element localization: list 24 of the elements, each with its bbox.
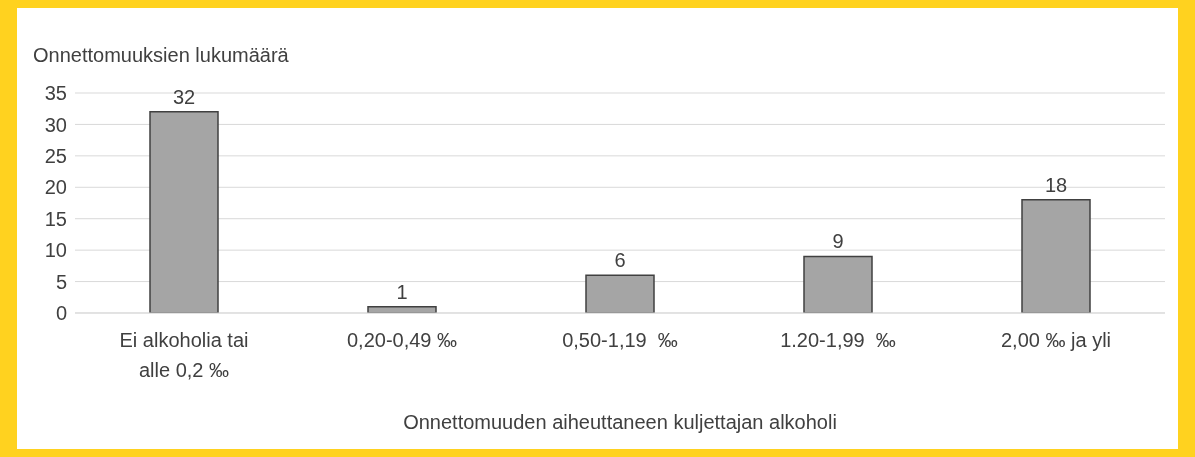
y-tick-label: 30 — [44, 113, 67, 136]
data-label: 6 — [614, 249, 626, 272]
chart-title: Onnettomuuksien lukumäärä — [33, 44, 289, 67]
bar — [149, 111, 219, 313]
x-axis-title: Onnettomuuden aiheuttaneen kuljettajan alkoholi — [403, 411, 837, 433]
data-label: 1 — [396, 280, 408, 303]
y-tick-label: 25 — [44, 144, 67, 167]
x-tick-label: Ei alkoholia tai alle 0,2 ‰ — [119, 329, 249, 381]
bar — [803, 255, 873, 313]
x-tick-label: 2,00 ‰ ja yli — [1000, 329, 1112, 351]
bar — [585, 274, 655, 313]
y-tick-label: 0 — [55, 302, 67, 325]
y-tick-label: 20 — [44, 176, 67, 199]
x-tick-label: 0,50-1,19 ‰ — [562, 329, 678, 351]
x-tick-label: 0,20-0,49 ‰ — [346, 329, 458, 351]
data-label: 18 — [1044, 173, 1068, 196]
bar — [1021, 199, 1091, 313]
y-tick-label: 5 — [55, 270, 67, 293]
x-tick-label: 1.20-1,99 ‰ — [780, 329, 896, 351]
y-tick-label: 10 — [44, 239, 67, 262]
y-tick-label: 15 — [44, 207, 67, 230]
data-label: 32 — [172, 85, 196, 108]
y-tick-label: 35 — [44, 82, 67, 105]
data-label: 9 — [832, 230, 844, 253]
